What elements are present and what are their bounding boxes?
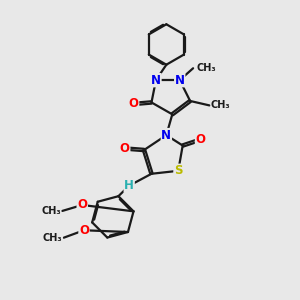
Text: H: H (124, 179, 134, 192)
Text: CH₃: CH₃ (196, 63, 216, 73)
Text: O: O (77, 199, 87, 212)
Text: N: N (175, 74, 185, 87)
Text: O: O (129, 98, 139, 110)
Text: N: N (161, 129, 171, 142)
Text: N: N (151, 74, 161, 87)
Text: S: S (174, 164, 182, 177)
Text: O: O (79, 224, 89, 237)
Text: CH₃: CH₃ (41, 206, 61, 216)
Text: O: O (120, 142, 130, 155)
Text: O: O (196, 133, 206, 146)
Text: CH₃: CH₃ (211, 100, 231, 110)
Text: CH₃: CH₃ (43, 233, 62, 243)
